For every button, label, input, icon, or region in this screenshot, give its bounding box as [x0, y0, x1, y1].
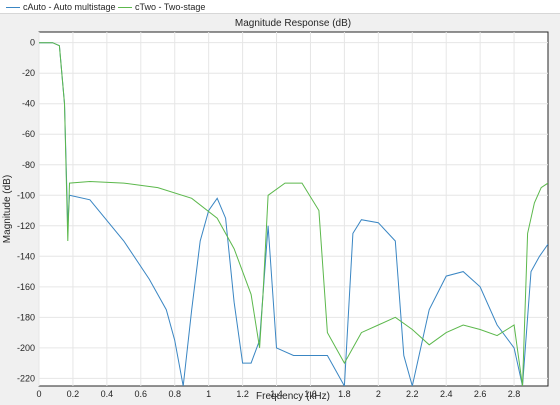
x-tick-label: 0.8 [168, 389, 181, 399]
y-tick-label: -180 [17, 312, 35, 322]
y-tick-label: -140 [17, 251, 35, 261]
legend-item-cauto[interactable]: cAuto - Auto multistage [6, 1, 116, 13]
x-tick-label: 2.4 [440, 389, 453, 399]
x-tick-label: 2.8 [508, 389, 521, 399]
series-layer [39, 42, 548, 386]
y-tick-label: -80 [22, 160, 35, 170]
y-tick-label: -220 [17, 373, 35, 383]
y-tick-label: -200 [17, 343, 35, 353]
legend-label-cauto: cAuto - Auto multistage [23, 2, 116, 12]
x-axis-label: Frequency (kHz) [256, 391, 330, 402]
y-tick-label: 0 [30, 38, 35, 48]
legend-swatch-ctwo [118, 7, 132, 9]
y-tick-label: -40 [22, 99, 35, 109]
x-tick-label: 2.2 [406, 389, 419, 399]
x-tick-label: 1.8 [338, 389, 351, 399]
y-tick-labels: 0 -20 -40 -60 -80 -100 -120 -140 -160 -180 -200 -22… [17, 38, 35, 384]
y-tick-label: -20 [22, 68, 35, 78]
x-tick-label: 1.2 [236, 389, 249, 399]
y-tick-label: -160 [17, 282, 35, 292]
legend-item-ctwo[interactable]: cTwo - Two-stage [118, 1, 205, 13]
x-tick-label: 1.6 [304, 389, 317, 399]
legend: cAuto - Auto multistage cTwo - Two-stage [0, 0, 560, 14]
grid [38, 32, 548, 386]
y-tick-label: -120 [17, 221, 35, 231]
x-tick-label: 1.4 [270, 389, 283, 399]
plot-area [38, 31, 549, 387]
series-line-ctwo [39, 42, 548, 386]
x-tick-label: 0.4 [101, 389, 114, 399]
chart-title: Magnitude Response (dB) [235, 18, 351, 29]
y-tick-label: -100 [17, 190, 35, 200]
y-tick-label: -60 [22, 129, 35, 139]
x-tick-label: 2.6 [474, 389, 487, 399]
magnitude-response-chart: 0 0.2 0.4 0.6 0.8 1 1.2 1.4 1.6 1.8 2 2.2 2.4 2.6 2.8 … [2, 18, 549, 402]
legend-swatch-cauto [6, 7, 20, 9]
x-tick-label: 1 [206, 389, 211, 399]
x-tick-label: 0.6 [135, 389, 148, 399]
y-axis-label: Magnitude (dB) [2, 175, 13, 243]
x-tick-label: 2 [376, 389, 381, 399]
x-tick-label: 0 [36, 389, 41, 399]
x-tick-labels: 0 0.2 0.4 0.6 0.8 1 1.2 1.4 1.6 1.8 2 2.2 2.4 2.6 2.8 [36, 389, 520, 399]
x-tick-label: 0.2 [67, 389, 80, 399]
legend-label-ctwo: cTwo - Two-stage [135, 2, 206, 12]
